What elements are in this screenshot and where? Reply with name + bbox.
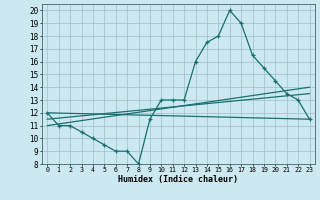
X-axis label: Humidex (Indice chaleur): Humidex (Indice chaleur): [118, 175, 238, 184]
